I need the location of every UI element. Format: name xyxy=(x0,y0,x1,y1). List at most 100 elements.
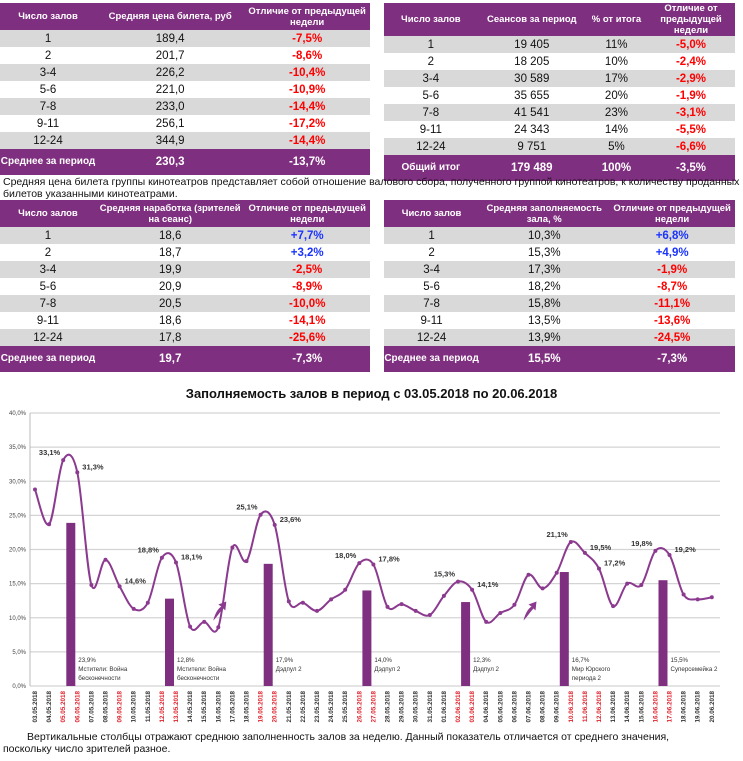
ticket-price-note: Средняя цена билета группы кинотеатров п… xyxy=(3,176,740,200)
y-tick-label: 10,0% xyxy=(9,616,27,622)
data-point xyxy=(258,512,263,517)
x-tick-label: 10.05.2018 xyxy=(131,691,138,723)
table-cell: 201,7 xyxy=(155,49,185,62)
weekly-bar xyxy=(461,602,471,686)
table-header-row: Число залов Средняя наработка (зрителей н… xyxy=(0,200,370,227)
table-cell: 256,1 xyxy=(155,117,185,130)
table-cell: 233,0 xyxy=(96,98,245,115)
chart-title: Заполняемость залов в период с 03.05.201… xyxy=(185,386,558,401)
x-tick-label: 16.05.2018 xyxy=(215,691,222,723)
table-cell: 17,3% xyxy=(479,261,610,278)
data-point xyxy=(315,608,319,613)
table-cell: 9 751 xyxy=(477,138,586,155)
table-cell: 12-24 xyxy=(384,329,480,346)
table-cell: 2 xyxy=(44,49,52,62)
column-header: Число залов xyxy=(384,200,480,227)
data-point xyxy=(582,550,587,555)
viewers-per-session-table: Число залов Средняя наработка (зрителей н… xyxy=(0,200,370,372)
data-point xyxy=(568,539,573,544)
total-cell: -13,7% xyxy=(244,149,370,175)
table-row: 12-24 17,8 -25,6% xyxy=(0,329,370,346)
table-cell: -1,9% xyxy=(609,261,735,278)
y-tick-label: 5,0% xyxy=(12,650,26,656)
weekly-bar xyxy=(658,580,668,686)
table-cell: 17,8 xyxy=(95,329,245,346)
data-point xyxy=(413,608,418,613)
data-point xyxy=(526,572,531,577)
point-label: 17,8% xyxy=(378,555,400,564)
x-tick-label: 01.06.2018 xyxy=(441,691,448,723)
weekly-bar xyxy=(66,522,76,686)
data-point xyxy=(286,599,291,604)
table-row: 12-24 344,9 -14,4% xyxy=(0,132,370,149)
total-cell: Среднее за период xyxy=(384,346,480,372)
table-cell: -7,5% xyxy=(244,30,370,47)
occupancy-chart: 0,0% 5,0% 10,0% 15,0% 20,0% 25,0% 30,0% 35,0% 40… xyxy=(9,411,720,723)
table-row: 9-11 13,5% -13,6% xyxy=(384,312,735,329)
point-label: 19,8% xyxy=(631,539,653,548)
bar-film-label: Мстители: Война xyxy=(177,666,227,673)
data-point xyxy=(639,582,644,587)
sessions-table: Число залов Сеансов за период% от итога От… xyxy=(384,3,735,181)
point-label: 18,1% xyxy=(181,552,203,561)
table-cell: -17,2% xyxy=(288,117,326,130)
x-tick-label: 19.05.2018 xyxy=(258,691,265,723)
trend-arrow-icon xyxy=(213,601,227,621)
table-row: 1 189,4 -7,5% xyxy=(0,30,370,47)
table-cell: -8,9% xyxy=(292,280,323,293)
table-cell: 226,2 xyxy=(96,64,245,81)
data-point xyxy=(174,560,178,565)
table-cell: 189,4 xyxy=(96,30,245,47)
bar-film-label: периода 2 xyxy=(572,675,602,682)
x-tick-label: 14.05.2018 xyxy=(187,691,194,723)
table-cell: 3-4 xyxy=(0,261,96,278)
total-cell: -3,5% xyxy=(647,155,735,181)
data-point xyxy=(75,470,80,475)
point-label: 17,2% xyxy=(604,559,626,568)
x-tick-label: 24.05.2018 xyxy=(328,691,335,723)
table-cell: 9-11 xyxy=(36,117,60,130)
table-cell: -2,4% xyxy=(675,55,707,68)
column-header: Отличие от предыдущей недели xyxy=(244,3,370,30)
x-tick-label: 12.05.2018 xyxy=(159,691,166,723)
table-row: 7-8 41 541 23% -3,1% xyxy=(384,104,735,121)
table-cell: 3-4 xyxy=(384,70,478,87)
data-point xyxy=(512,602,517,607)
table-cell: 17% xyxy=(585,70,647,87)
data-point xyxy=(357,561,362,566)
table-row: 12-24 13,9% -24,5% xyxy=(384,329,735,346)
table-cell: 41 541 xyxy=(477,104,586,121)
data-point xyxy=(329,597,334,602)
data-point xyxy=(540,586,545,591)
point-label: 33,1% xyxy=(39,448,61,457)
x-tick-label: 13.06.2018 xyxy=(610,691,617,723)
bar-film-label: Мстители: Война xyxy=(78,666,128,673)
table-cell: 5-6 xyxy=(39,280,57,293)
data-point xyxy=(300,600,305,605)
x-tick-label: 07.06.2018 xyxy=(526,691,533,723)
table-row: 1 10,3% +6,8% xyxy=(384,227,735,244)
data-point xyxy=(625,581,630,586)
x-tick-label: 08.06.2018 xyxy=(540,691,547,723)
point-label: 31,3% xyxy=(82,462,104,471)
x-tick-label: 26.05.2018 xyxy=(356,691,363,723)
point-label: 14,6% xyxy=(125,576,147,585)
table-total-row: Среднее за период 19,7 -7,3% xyxy=(0,346,370,372)
table-cell: 9-11 xyxy=(420,314,443,327)
x-tick-label: 04.05.2018 xyxy=(46,691,53,723)
table-cell: 9-11 xyxy=(419,123,442,136)
x-tick-label: 15.06.2018 xyxy=(638,691,645,723)
table-cell: -10,0% xyxy=(244,295,370,312)
table-row: 9-11 24 343 14% -5,5% xyxy=(384,121,735,138)
total-cell: -7,3% xyxy=(244,346,370,372)
weekly-bar xyxy=(165,598,174,686)
total-cell: -7,3% xyxy=(609,346,735,372)
table-header-row: Число залов Средняя заполняемость зала, %… xyxy=(384,200,735,227)
x-tick-label: 31.05.2018 xyxy=(427,691,434,723)
table-row: 7-8 15,8% -11,1% xyxy=(384,295,735,312)
table-row: 3-4 17,3% -1,9% xyxy=(384,261,735,278)
y-tick-label: 25,0% xyxy=(9,513,27,519)
table-cell: 1 xyxy=(0,30,97,47)
table-cell: 7-8 xyxy=(384,104,478,121)
data-point xyxy=(216,625,221,630)
